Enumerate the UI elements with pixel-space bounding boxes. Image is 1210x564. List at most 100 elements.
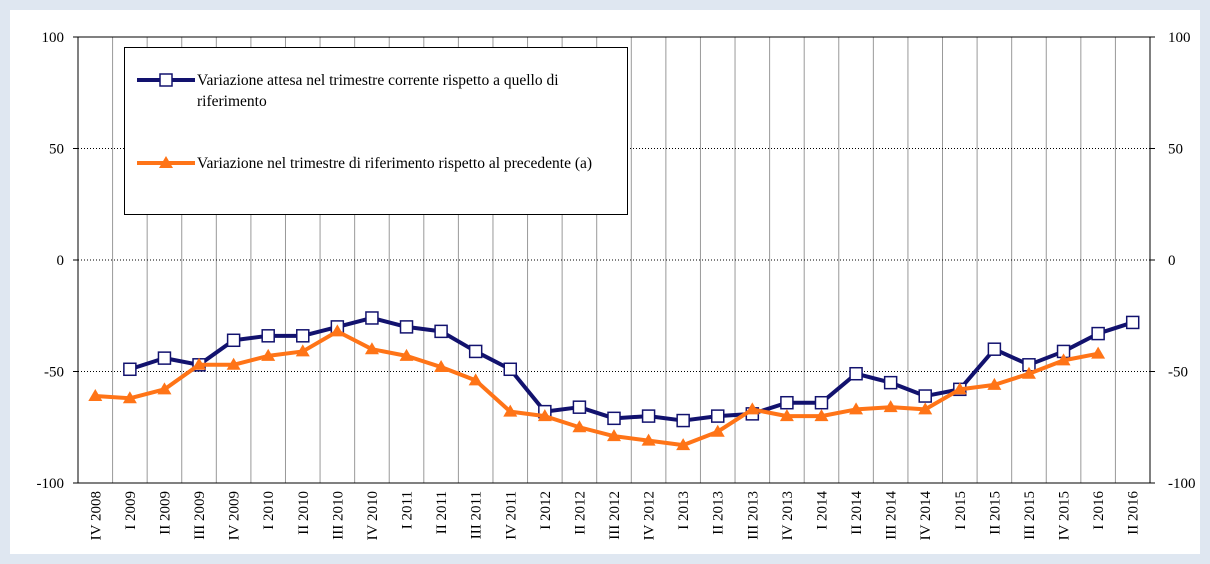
x-tick-label: II 2010	[296, 491, 312, 535]
data-point	[157, 382, 172, 395]
y2-tick-label: 100	[1168, 30, 1191, 46]
data-point	[434, 324, 448, 339]
x-tick-label: IV 2008	[88, 491, 104, 540]
data-point	[952, 382, 967, 395]
x-tick-label: III 2010	[330, 491, 346, 540]
x-tick-label: IV 2013	[780, 491, 796, 540]
data-point	[918, 402, 933, 415]
plot-frame	[77, 36, 1151, 484]
x-tick-label: IV 2012	[642, 491, 658, 540]
x-tick-label: II 2014	[849, 491, 865, 535]
data-point	[123, 362, 137, 377]
y-tick-label: 100	[42, 30, 65, 46]
data-point	[710, 424, 725, 437]
data-point	[537, 409, 552, 422]
data-point	[503, 404, 518, 417]
data-point	[676, 413, 690, 428]
y-tick-label: -100	[37, 476, 65, 492]
legend-item: Variazione attesa nel trimestre corrente…	[135, 70, 625, 112]
data-point	[261, 329, 275, 343]
data-point	[883, 375, 898, 390]
x-tick-label: I 2014	[814, 491, 830, 530]
data-point	[330, 324, 345, 337]
data-point	[607, 429, 621, 442]
data-point	[849, 402, 864, 415]
data-point	[779, 409, 794, 422]
x-tick-label: I 2010	[261, 491, 277, 530]
x-tick-label: I 2012	[538, 491, 554, 530]
data-point	[468, 344, 483, 359]
data-point	[1091, 326, 1105, 341]
data-point	[814, 409, 829, 422]
legend-swatch	[137, 156, 195, 168]
data-point	[918, 389, 932, 403]
x-tick-label: II 2009	[157, 491, 173, 535]
data-point	[468, 373, 483, 386]
series-line	[95, 329, 1099, 448]
x-tick-label: III 2011	[469, 491, 485, 539]
data-point	[572, 420, 587, 433]
data-point	[295, 344, 310, 357]
x-tick-label: III 2012	[607, 491, 623, 540]
legend-item: Variazione nel trimestre di riferimento …	[135, 153, 625, 174]
data-point	[434, 360, 449, 373]
x-tick-label: I 2013	[676, 491, 692, 530]
x-tick-label: III 2013	[745, 491, 761, 540]
x-tick-label: IV 2010	[365, 491, 381, 540]
x-tick-label: I 2009	[123, 491, 139, 530]
data-point	[122, 391, 137, 404]
legend: Variazione attesa nel trimestre corrente…	[124, 47, 628, 215]
data-point	[1056, 353, 1071, 366]
data-point	[780, 395, 794, 410]
data-point	[676, 438, 691, 451]
x-tick-label: I 2011	[400, 491, 416, 529]
data-point	[364, 342, 379, 355]
data-point	[296, 329, 310, 343]
data-point	[1091, 346, 1106, 359]
x-tick-label: IV 2015	[1057, 491, 1073, 540]
data-point	[399, 348, 414, 361]
x-tick-label: III 2009	[192, 491, 208, 540]
legend-label: Variazione nel trimestre di riferimento …	[197, 155, 593, 172]
legend-marker	[159, 73, 173, 87]
x-tick-label: III 2015	[1022, 491, 1038, 540]
data-point	[641, 433, 656, 446]
data-point	[572, 400, 587, 414]
data-point	[607, 411, 621, 426]
x-tick-label: II 2015	[987, 491, 1003, 535]
y2-tick-label: 0	[1168, 253, 1176, 269]
y-tick-label: 0	[57, 253, 65, 269]
x-tick-label: I 2016	[1091, 491, 1107, 530]
legend-marker	[159, 156, 173, 168]
data-point	[987, 377, 1002, 390]
data-point	[503, 362, 518, 377]
y2-tick-label: -50	[1168, 365, 1188, 381]
data-point	[1125, 315, 1140, 330]
x-tick-label: II 2012	[572, 491, 588, 535]
y-tick-label: -50	[44, 365, 64, 381]
x-tick-label: I 2015	[953, 491, 969, 530]
data-point	[192, 357, 207, 370]
data-point	[261, 348, 276, 361]
x-tick-label: II 2011	[434, 491, 450, 534]
y-tick-label: 50	[49, 142, 64, 158]
legend-label: Variazione attesa nel trimestre corrente…	[197, 72, 559, 110]
data-point	[641, 409, 656, 423]
data-point	[226, 357, 241, 370]
data-point	[745, 402, 760, 415]
data-point	[88, 389, 103, 402]
x-tick-label: II 2013	[711, 491, 727, 535]
data-point	[710, 409, 725, 423]
data-point	[226, 333, 241, 348]
x-tick-label: II 2016	[1126, 491, 1142, 535]
data-point	[883, 400, 898, 413]
data-point	[1021, 366, 1036, 379]
y2-tick-label: 50	[1168, 142, 1183, 158]
x-tick-label: IV 2011	[503, 491, 519, 540]
data-point	[987, 342, 1002, 356]
x-tick-label: IV 2014	[918, 491, 934, 541]
data-point	[157, 351, 172, 365]
x-tick-label: IV 2009	[227, 491, 243, 540]
legend-swatch	[137, 73, 195, 87]
